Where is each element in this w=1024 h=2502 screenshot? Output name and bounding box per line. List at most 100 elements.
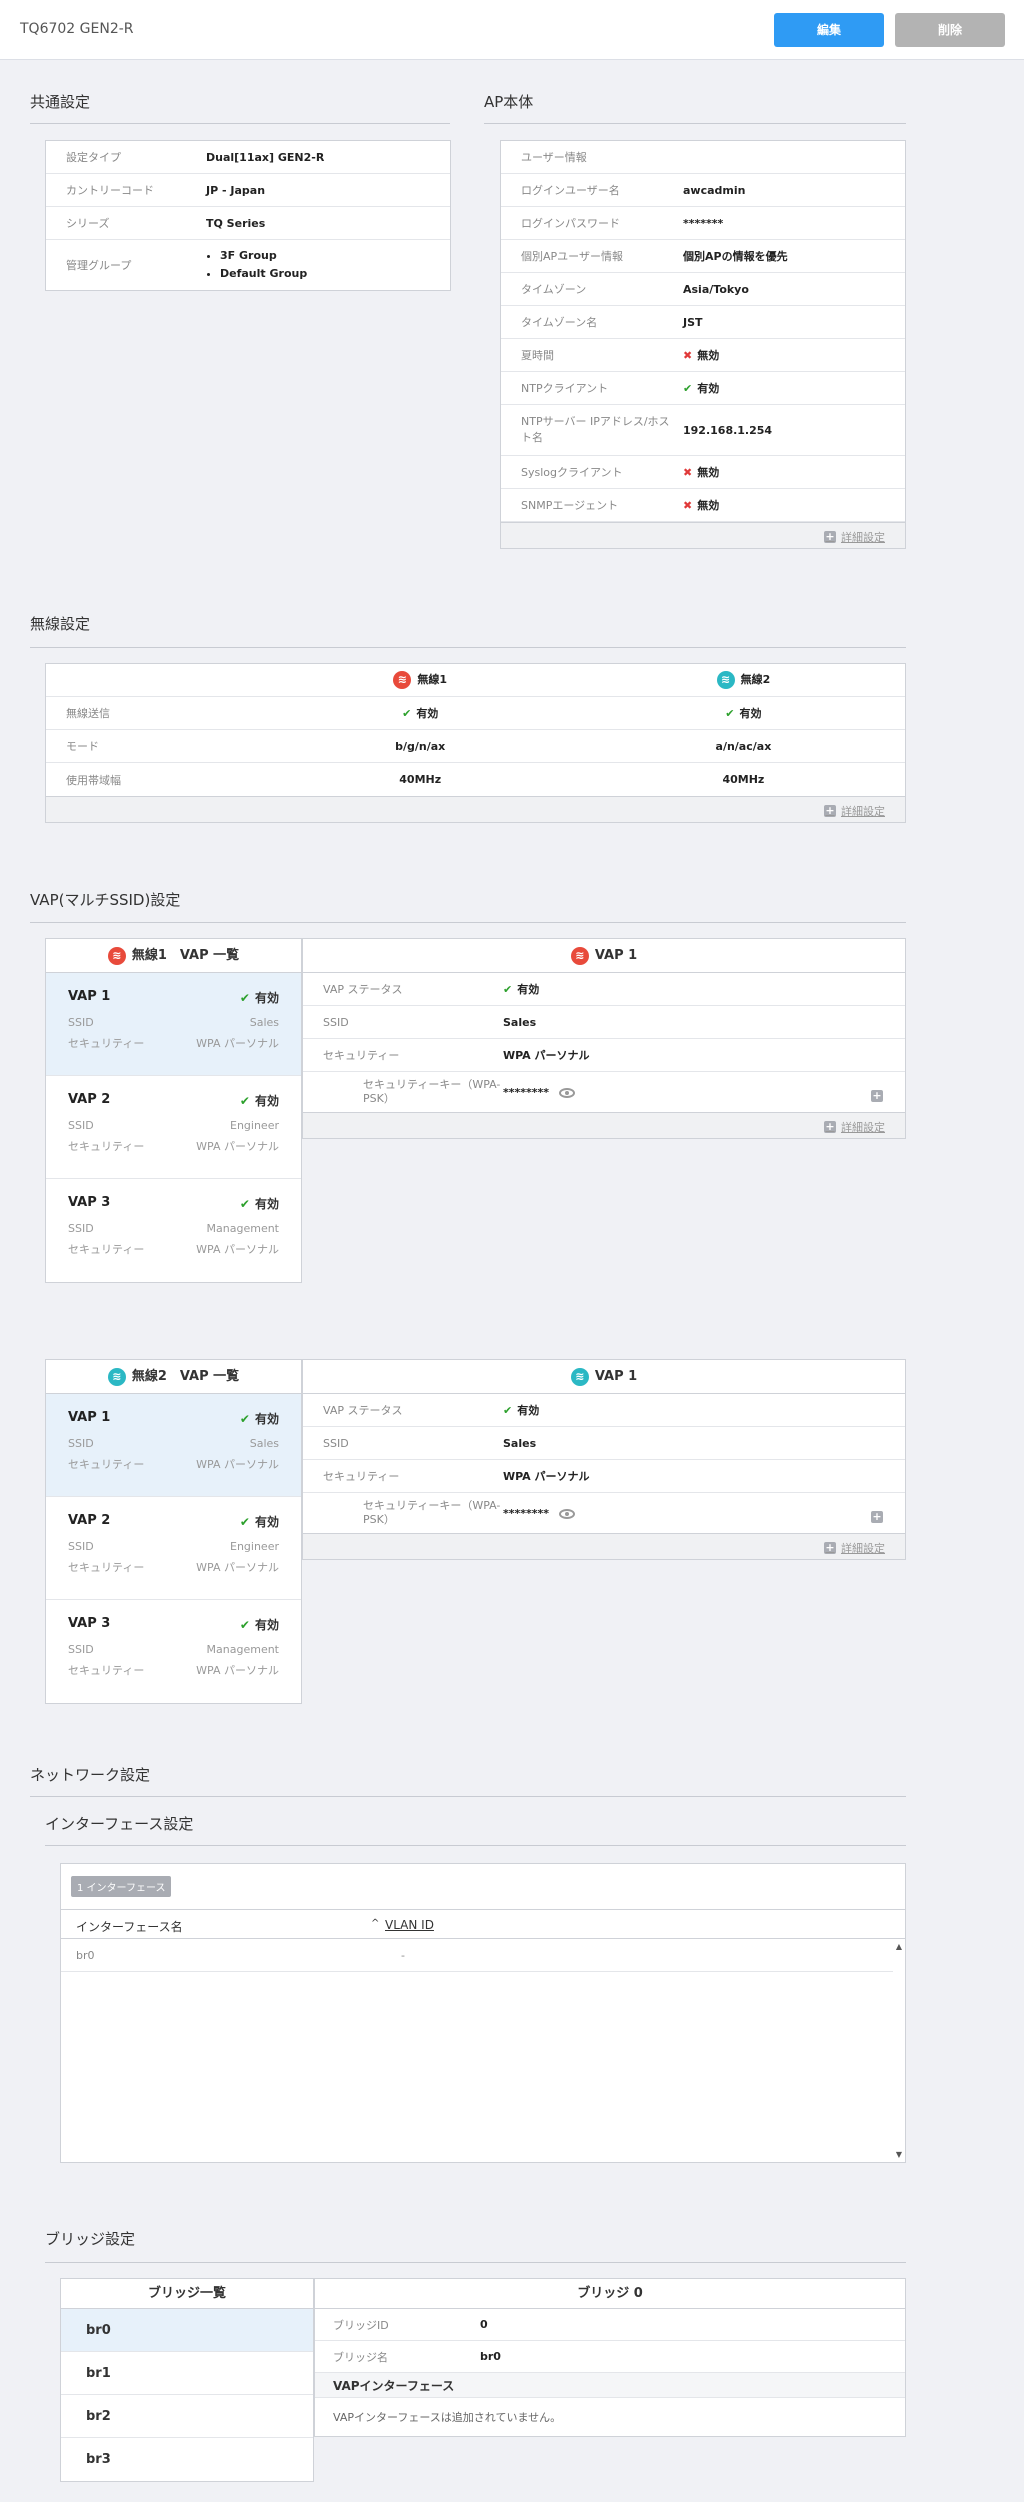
check-icon: ✔ xyxy=(239,1515,250,1529)
wifi-icon: ≋ xyxy=(107,1367,126,1386)
status-text: 無効 xyxy=(697,349,720,362)
scroll-down-icon[interactable]: ▼ xyxy=(895,2150,902,2159)
divider xyxy=(30,647,906,648)
radio2-value: 40MHz xyxy=(722,773,765,786)
common-settings-title: 共通設定 xyxy=(30,93,91,111)
bridge-list-item[interactable]: br0 xyxy=(61,2309,313,2352)
table-footer: + 詳細設定 xyxy=(46,796,905,822)
kv-value: 3F Group Default Group xyxy=(206,247,307,283)
group-item: Default Group xyxy=(220,265,307,283)
radio2-header: ≋ 無線2 xyxy=(582,671,905,689)
cross-icon: ✖ xyxy=(683,466,693,479)
divider xyxy=(30,1796,906,1797)
detail-label: 詳細設定 xyxy=(841,531,885,544)
kv-value: ✖ 無効 xyxy=(683,497,719,513)
table-footer: + 詳細設定 xyxy=(501,522,905,548)
kv-value: ✖ 無効 xyxy=(683,347,719,363)
table-footer: + 詳細設定 xyxy=(303,1533,905,1559)
divider xyxy=(30,922,906,923)
vap-interface-empty-msg: VAPインターフェースは追加されていません。 xyxy=(333,2411,562,2424)
divider xyxy=(30,123,450,124)
delete-button[interactable]: 削除 xyxy=(895,13,1005,47)
edit-button[interactable]: 編集 xyxy=(774,13,884,47)
bridge-list-item[interactable]: br2 xyxy=(61,2395,313,2438)
kv-key: NTPサーバー IPアドレス/ホスト名 xyxy=(521,415,670,444)
kv-key: ログインユーザー名 xyxy=(521,184,620,197)
vap-list-item[interactable]: VAP 2 ✔ 有効 SSID Engineer セキュリティー WPA パーソナル xyxy=(46,1497,301,1600)
vap-list-item[interactable]: VAP 1 ✔ 有効 SSID Sales セキュリティー WPA パーソナル xyxy=(46,1394,301,1497)
radio-header-row: ≋ 無線1 ≋ 無線2 xyxy=(46,664,905,697)
expand-plus-icon[interactable]: + xyxy=(871,1089,883,1102)
table-row[interactable]: br0 - xyxy=(61,1940,893,1972)
plus-icon: + xyxy=(824,530,836,543)
radio2-value: a/n/ac/ax xyxy=(715,739,772,753)
radio1-value: 40MHz xyxy=(399,773,442,786)
bridge-list-item[interactable]: br3 xyxy=(86,2452,111,2467)
kv-value: Dual[11ax] GEN2-R xyxy=(206,150,325,164)
wifi-icon: ≋ xyxy=(570,1367,589,1386)
vap-interface-title: VAPインターフェース xyxy=(315,2373,905,2398)
kv-key: ユーザー情報 xyxy=(521,151,587,164)
col-vlan-id[interactable]: VLAN ID xyxy=(385,1918,434,1932)
wifi-icon: ≋ xyxy=(570,946,589,965)
status-text: 有効 xyxy=(697,382,720,395)
vap-list-header: ≋ 無線1 VAP 一覧 xyxy=(46,939,301,973)
vap-list-item[interactable]: VAP 2 ✔ 有効 SSID Engineer セキュリティー WPA パーソナル xyxy=(46,1076,301,1179)
cross-icon: ✖ xyxy=(683,349,693,362)
detail-settings-link[interactable]: + 詳細設定 xyxy=(824,804,885,818)
bridge-detail: ブリッジ 0 ブリッジID 0 ブリッジ名 br0 VAPインターフェース VAPイ… xyxy=(314,2278,906,2437)
detail-settings-link[interactable]: + 詳細設定 xyxy=(824,529,885,545)
expand-plus-icon[interactable]: + xyxy=(871,1510,883,1523)
radio1-header: ≋ 無線1 xyxy=(259,671,582,689)
plus-icon: + xyxy=(824,804,836,817)
radio-row: モード b/g/n/ax a/n/ac/ax xyxy=(46,730,905,763)
table-footer: + 詳細設定 xyxy=(303,1112,905,1138)
divider xyxy=(45,1845,906,1846)
kv-value: JP - Japan xyxy=(206,183,266,197)
plus-icon: + xyxy=(824,1120,836,1133)
kv-key: 夏時間 xyxy=(521,349,554,362)
check-icon: ✔ xyxy=(503,983,513,996)
bridge-list: ブリッジ一覧 br0 br1 br2 br3 xyxy=(60,2278,314,2482)
wireless-table: ≋ 無線1 ≋ 無線2 無線送信 ✔ 有効 ✔ 有効 モード b/g/n/ax a/n/… xyxy=(45,663,906,823)
eye-icon[interactable] xyxy=(559,1508,576,1519)
kv-value: TQ Series xyxy=(206,216,266,230)
kv-key: SNMPエージェント xyxy=(521,499,619,512)
eye-icon[interactable] xyxy=(559,1087,576,1098)
kv-key: ログインパスワード xyxy=(521,217,620,230)
check-icon: ✔ xyxy=(239,991,250,1005)
kv-key: NTPクライアント xyxy=(521,382,609,395)
vap-detail-header: ≋ VAP 1 xyxy=(303,939,905,973)
sort-asc-icon[interactable]: ^ xyxy=(371,1918,380,1929)
row-label: 使用帯域幅 xyxy=(66,773,121,787)
vap-list-header: ≋ 無線2 VAP 一覧 xyxy=(46,1360,301,1394)
vap-list-item[interactable]: VAP 3 ✔ 有効 SSID Management セキュリティー WPA パーソナ… xyxy=(68,1616,279,1677)
kv-row: 設定タイプ Dual[11ax] GEN2-R xyxy=(46,141,450,174)
vap-settings-title: VAP(マルチSSID)設定 xyxy=(30,891,181,909)
vap-name: VAP 3 xyxy=(68,1195,111,1210)
radio-row: 無線送信 ✔ 有効 ✔ 有効 xyxy=(46,697,905,730)
detail-settings-link[interactable]: + 詳細設定 xyxy=(824,1120,885,1134)
detail-settings-link[interactable]: + 詳細設定 xyxy=(824,1541,885,1555)
bridge-list-item[interactable]: br1 xyxy=(61,2352,313,2395)
row-label: モード xyxy=(66,740,99,753)
radio1-value: b/g/n/ax xyxy=(395,739,446,753)
scroll-up-icon[interactable]: ▲ xyxy=(895,1942,902,1951)
wifi-icon: ≋ xyxy=(716,671,735,689)
cross-icon: ✖ xyxy=(683,499,693,512)
kv-value: 192.168.1.254 xyxy=(683,423,773,437)
wifi-icon: ≋ xyxy=(107,946,126,965)
col-interface-name[interactable]: インターフェース名 xyxy=(76,1920,183,1934)
vap-list-item[interactable]: VAP 1 ✔ 有効 SSID Sales セキュリティー WPA パーソナル xyxy=(46,973,301,1076)
vap-name: VAP 2 xyxy=(68,1092,111,1107)
vap-detail-radio1: ≋ VAP 1 VAP ステータス ✔ 有効 SSID Sales セキュリティー WPA… xyxy=(302,938,906,1139)
vap-list-item[interactable]: VAP 3 ✔ 有効 SSID Management セキュリティー WPA パーソナ… xyxy=(68,1195,279,1256)
vap-list-radio1: ≋ 無線1 VAP 一覧 VAP 1 ✔ 有効 SSID Sales セキュリティー W… xyxy=(45,938,302,1283)
vap-detail-radio2: ≋ VAP 1 VAP ステータス ✔ 有効 SSID Sales セキュリティー WPA… xyxy=(302,1359,906,1560)
kv-key: シリーズ xyxy=(66,217,110,230)
kv-key: 管理グループ xyxy=(66,259,132,272)
divider xyxy=(45,2262,906,2263)
check-icon: ✔ xyxy=(239,1618,250,1632)
ap-settings-title: AP本体 xyxy=(484,93,534,111)
common-settings-table: 設定タイプ Dual[11ax] GEN2-R カントリーコード JP - Ja… xyxy=(45,140,451,291)
